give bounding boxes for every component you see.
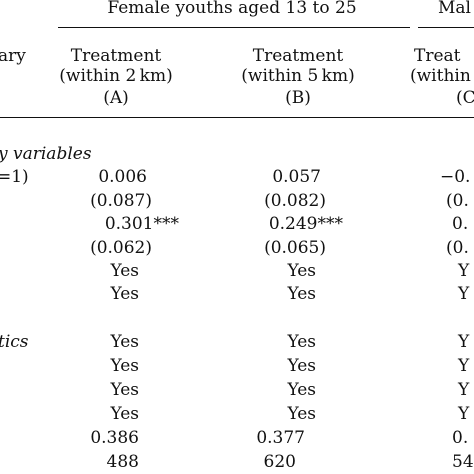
group-header-female: Female youths aged 13 to 25 — [107, 0, 357, 18]
cell-a: Yes — [110, 284, 139, 304]
col-a-subtitle: (within 2 km) — [59, 66, 173, 86]
col-b-subtitle: (within 5 km) — [241, 66, 355, 86]
cell-b: 0.249*** — [268, 214, 343, 234]
cell-c: Y — [458, 332, 470, 352]
cell-a: (0.062) — [90, 238, 152, 258]
cell-c: Y — [458, 356, 470, 376]
cell-b: Yes — [287, 356, 316, 376]
cell-a: 0.386 — [90, 428, 139, 448]
cell-b: Yes — [287, 284, 316, 304]
cell-c: Y — [458, 261, 470, 281]
group-rule-male — [418, 27, 474, 28]
col-a-title: Treatment — [70, 46, 162, 66]
cell-c: Y — [458, 380, 470, 400]
cell-c: 54 — [452, 452, 474, 472]
stub-header-fragment: ary — [0, 46, 26, 66]
cell-b: Yes — [287, 404, 316, 424]
cell-c: (0. — [446, 191, 469, 211]
col-b-title: Treatment — [252, 46, 344, 66]
cell-c: Y — [458, 404, 470, 424]
cell-b: (0.065) — [264, 238, 326, 258]
cell-a: 0.006 — [98, 167, 147, 187]
cell-c: 0. — [452, 214, 469, 234]
group-header-male: Mal — [438, 0, 471, 18]
cell-c: Y — [458, 284, 470, 304]
cell-a: 488 — [106, 452, 139, 472]
col-b-letter: (B) — [285, 88, 311, 108]
section-label-stats: tics — [0, 332, 29, 352]
cell-c: −0. — [440, 167, 471, 187]
cell-a: Yes — [110, 380, 139, 400]
cell-c: (0. — [446, 238, 469, 258]
cell-b: Yes — [287, 261, 316, 281]
cell-a: Yes — [110, 356, 139, 376]
cell-c: 0. — [452, 428, 469, 448]
cell-b: Yes — [287, 380, 316, 400]
section-label-dummy: y variables — [0, 144, 92, 164]
header-rule — [0, 117, 474, 118]
col-c-subtitle: (within — [410, 66, 471, 86]
cell-a: 0.301*** — [104, 214, 179, 234]
col-c-title: Treat — [414, 46, 461, 66]
cell-b: 620 — [263, 452, 296, 472]
cell-b: Yes — [287, 332, 316, 352]
cell-a: (0.087) — [90, 191, 152, 211]
group-rule-female — [58, 27, 410, 28]
cell-a: Yes — [110, 404, 139, 424]
cell-b: (0.082) — [264, 191, 326, 211]
row-label: =1) — [0, 167, 29, 187]
col-c-letter: (C — [456, 88, 474, 108]
cell-a: Yes — [110, 261, 139, 281]
cell-b: 0.377 — [256, 428, 305, 448]
col-a-letter: (A) — [103, 88, 129, 108]
cell-b: 0.057 — [272, 167, 321, 187]
cell-a: Yes — [110, 332, 139, 352]
